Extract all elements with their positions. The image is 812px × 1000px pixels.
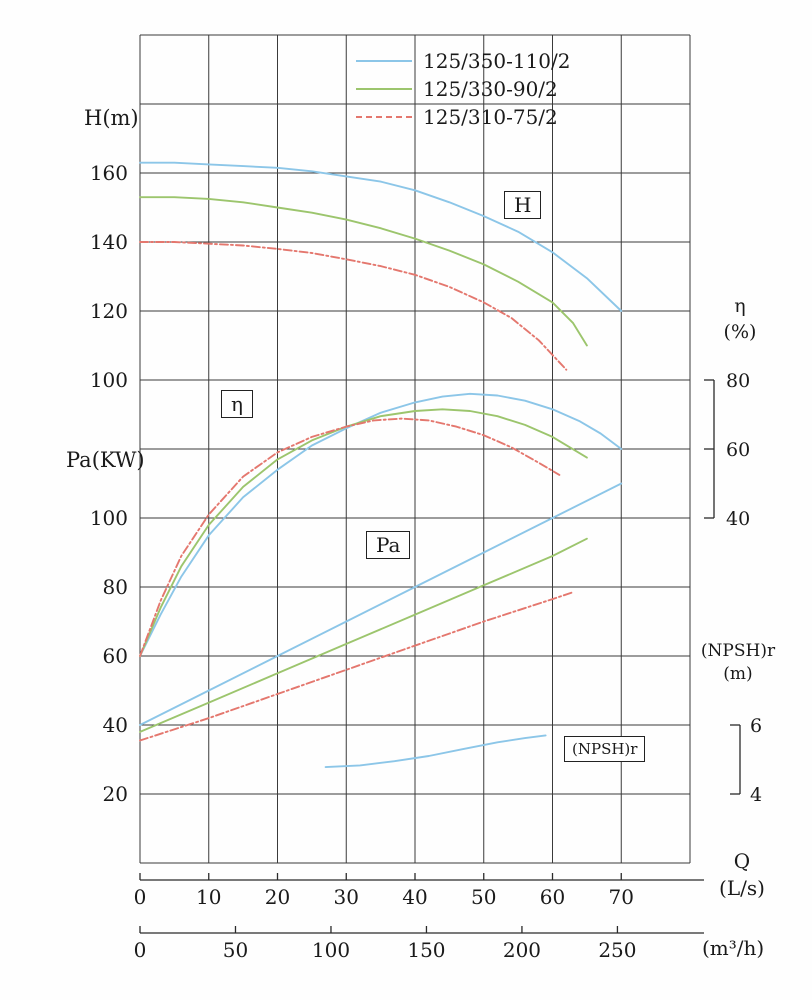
legend-item: 125/330-90/2 xyxy=(356,75,570,103)
pa-tick-label: 60 xyxy=(103,644,128,668)
ls-tick-label: 40 xyxy=(402,885,427,909)
q-axis-title-units: (L/s) xyxy=(719,876,765,900)
pa-tick-label: 20 xyxy=(103,782,128,806)
npsh-axis-title-units: (m) xyxy=(723,663,753,684)
npsh-curve xyxy=(324,734,547,769)
pa-tick-label: 40 xyxy=(103,713,128,737)
h-curve xyxy=(139,196,588,347)
npsh-tick-label: 4 xyxy=(750,784,762,806)
eta-tick-label: 40 xyxy=(726,508,750,530)
eta-tick-label: 60 xyxy=(726,439,750,461)
legend-item: 125/350-110/2 xyxy=(356,47,570,75)
h-tick-label: 160 xyxy=(90,161,128,185)
legend-line-swatch xyxy=(356,88,412,90)
h-curve xyxy=(139,241,568,371)
m3h-tick-label: 0 xyxy=(134,938,147,962)
npsh-tick-label: 6 xyxy=(750,715,762,737)
pa-tick-label: 100 xyxy=(90,506,128,530)
h-tick-label: 120 xyxy=(90,299,128,323)
eta-curve xyxy=(139,417,561,657)
npsh-axis-title-symbol: (NPSH)r xyxy=(700,641,776,661)
q-axis-title: Q (L/s) xyxy=(706,848,778,902)
m3h-tick-label: 100 xyxy=(312,938,350,962)
m3h-tick-label: 200 xyxy=(503,938,541,962)
legend-line-swatch xyxy=(356,60,412,62)
m3h-tick-label: 250 xyxy=(598,938,636,962)
h-tick-label: 140 xyxy=(90,230,128,254)
pa-curve xyxy=(139,591,575,742)
ls-tick-label: 30 xyxy=(334,885,359,909)
ls-tick-label: 50 xyxy=(471,885,496,909)
legend-label: 125/330-90/2 xyxy=(423,77,558,101)
pa-tick-label: 80 xyxy=(103,575,128,599)
ls-tick-label: 0 xyxy=(134,885,147,909)
pa-curve xyxy=(139,537,588,733)
ls-tick-label: 10 xyxy=(196,885,221,909)
ls-tick-label: 60 xyxy=(540,885,565,909)
h-curve xyxy=(139,161,623,312)
eta-axis-title-units: (%) xyxy=(723,320,757,343)
m3h-tick-label: 150 xyxy=(407,938,445,962)
h-tick-label: 100 xyxy=(90,368,128,392)
eta-curve xyxy=(139,392,623,657)
npsh-axis-title: (NPSH)r (m) xyxy=(692,640,784,686)
pa-curve-label: Pa xyxy=(366,531,411,559)
pa-axis-title: Pa(KW) xyxy=(66,448,145,472)
npsh-curve-label: (NPSH)r xyxy=(564,736,646,762)
eta-axis-title-symbol: η xyxy=(734,295,746,317)
legend-line-swatch xyxy=(356,116,412,118)
legend-item: 125/310-75/2 xyxy=(356,103,570,131)
ls-tick-label: 70 xyxy=(609,885,634,909)
m3h-tick-label: 50 xyxy=(223,938,248,962)
legend-label: 125/310-75/2 xyxy=(423,105,558,129)
eta-axis-title: η (%) xyxy=(704,294,776,345)
q-axis-title-symbol: Q xyxy=(733,849,751,873)
eta-tick-label: 80 xyxy=(726,370,750,392)
m3h-axis-title: (m³/h) xyxy=(702,936,765,960)
pa-curve xyxy=(139,482,623,726)
h-axis-title: H(m) xyxy=(84,106,139,130)
legend-label: 125/350-110/2 xyxy=(423,49,571,73)
legend: 125/350-110/2 125/330-90/2 125/310-75/2 xyxy=(356,47,570,131)
eta-curve xyxy=(139,408,588,657)
ls-tick-label: 20 xyxy=(265,885,290,909)
h-curve-label: H xyxy=(504,191,542,219)
eta-curve-label: η xyxy=(221,390,253,418)
